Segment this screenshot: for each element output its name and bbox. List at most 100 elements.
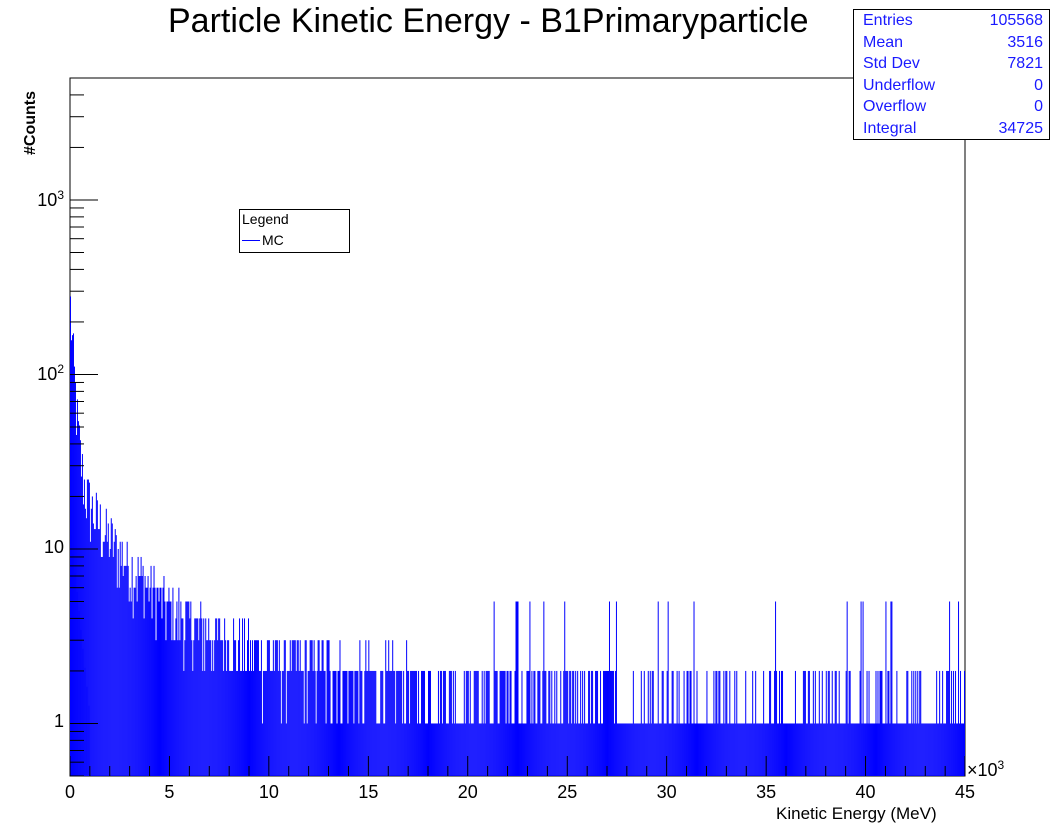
- histogram-bar: [100, 556, 102, 776]
- histogram-bar: [767, 723, 769, 776]
- histogram-bar: [630, 723, 632, 776]
- histogram-bar: [248, 618, 249, 776]
- histogram-bar: [800, 723, 802, 776]
- histogram-bar: [379, 723, 381, 776]
- histogram-bar: [275, 640, 277, 776]
- histogram-bar: [838, 670, 840, 776]
- histogram-bar: [113, 541, 115, 776]
- histogram-bar: [834, 670, 836, 776]
- histogram-bar: [697, 723, 699, 776]
- histogram-bar: [846, 601, 848, 776]
- histogram-bar: [849, 670, 851, 776]
- histogram-bar: [500, 670, 502, 776]
- histogram-bar: [621, 723, 623, 776]
- histogram-bar: [489, 723, 491, 776]
- histogram-bar: [319, 670, 321, 776]
- histogram-bar: [490, 723, 492, 776]
- histogram-bar: [747, 723, 749, 776]
- histogram-bar: [599, 723, 601, 776]
- histogram-bar: [392, 640, 394, 776]
- histogram-bar: [183, 670, 185, 776]
- histogram-bar: [380, 670, 382, 776]
- series-mc: [70, 296, 965, 776]
- histogram-bar: [753, 723, 755, 776]
- histogram-bar: [77, 421, 79, 776]
- histogram-bar: [771, 723, 773, 776]
- histogram-bar: [593, 723, 595, 776]
- histogram-bar: [603, 670, 605, 776]
- histogram-bar: [568, 723, 570, 776]
- histogram-bar: [895, 723, 897, 776]
- histogram-bar: [726, 670, 728, 776]
- histogram-bar: [641, 723, 643, 776]
- histogram-bar: [414, 670, 416, 776]
- histogram-bar: [378, 723, 380, 776]
- histogram-bar: [413, 670, 415, 776]
- histogram-bar: [848, 670, 850, 776]
- histogram-bar: [587, 723, 589, 776]
- histogram-bar: [130, 601, 132, 776]
- histogram-bar: [887, 670, 889, 776]
- histogram-bar: [437, 670, 439, 776]
- histogram-bar: [321, 640, 323, 776]
- histogram-bar: [507, 670, 509, 776]
- histogram-bar: [926, 723, 928, 776]
- histogram-bar: [301, 670, 303, 776]
- histogram-bar: [611, 670, 613, 776]
- histogram-bar: [487, 670, 489, 776]
- histogram-bar: [594, 723, 596, 776]
- histogram-bar: [746, 723, 748, 776]
- histogram-bar: [95, 492, 97, 776]
- histogram-bar: [222, 640, 224, 776]
- histogram-bar: [351, 670, 353, 776]
- histogram-bar: [127, 565, 129, 776]
- histogram-bar: [343, 670, 345, 776]
- histogram-bar: [464, 723, 466, 776]
- histogram-bar: [929, 723, 931, 776]
- histogram-bar: [555, 723, 557, 776]
- histogram-bar: [197, 618, 199, 776]
- histogram-bar: [528, 670, 530, 776]
- histogram-bar: [430, 723, 432, 776]
- histogram-bar: [543, 601, 545, 776]
- histogram-bar: [294, 640, 296, 776]
- histogram-bar: [948, 670, 950, 776]
- histogram-bar: [961, 723, 963, 776]
- histogram-bar: [567, 670, 569, 776]
- histogram-bar: [204, 670, 206, 776]
- histogram-bar: [140, 556, 142, 776]
- histogram-bar: [733, 723, 735, 776]
- histogram-bar: [429, 670, 431, 776]
- histogram-bar: [112, 556, 114, 776]
- histogram-bar: [779, 670, 781, 776]
- histogram-bar: [70, 340, 72, 776]
- histogram-bar: [816, 723, 818, 776]
- histogram-bar: [326, 640, 328, 776]
- histogram-bar: [260, 640, 262, 776]
- histogram-bar: [410, 670, 412, 776]
- histogram-bar: [101, 556, 103, 776]
- histogram-bar: [470, 723, 472, 776]
- histogram-bar: [372, 670, 374, 776]
- histogram-bar: [495, 670, 497, 776]
- histogram-bar: [643, 670, 645, 776]
- histogram-bar: [364, 670, 366, 776]
- histogram-bar: [626, 723, 628, 776]
- histogram-bar: [672, 670, 674, 776]
- histogram-bar: [264, 670, 266, 776]
- histogram-bar: [89, 541, 91, 776]
- histogram-bar: [774, 670, 776, 776]
- stats-label: Std Dev: [863, 55, 920, 72]
- histogram-bar: [914, 723, 916, 776]
- histogram-bar: [958, 601, 960, 776]
- histogram-bar: [651, 670, 653, 776]
- histogram-bar: [420, 723, 422, 776]
- histogram-bar: [559, 723, 561, 776]
- histogram-bar: [419, 723, 421, 776]
- histogram-bar: [904, 723, 906, 776]
- histogram-bar: [139, 576, 141, 776]
- histogram-bar: [234, 640, 236, 776]
- histogram-bar: [323, 670, 325, 776]
- histogram-bar: [477, 670, 479, 776]
